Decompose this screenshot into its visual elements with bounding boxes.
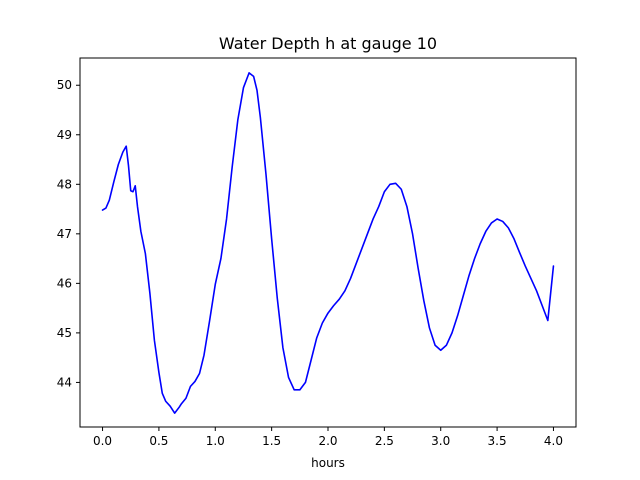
y-tick-label: 46 xyxy=(57,276,72,290)
series-line xyxy=(101,72,555,414)
y-tick-label: 47 xyxy=(57,227,72,241)
y-tick-label: 44 xyxy=(57,375,72,389)
y-tick-label: 50 xyxy=(57,78,72,92)
x-tick-label: 4.0 xyxy=(544,434,563,448)
y-tick-label: 49 xyxy=(57,128,72,142)
x-tick-label: 3.5 xyxy=(488,434,507,448)
x-tick-label: 1.0 xyxy=(206,434,225,448)
y-tick-label: 48 xyxy=(57,177,72,191)
x-tick-label: 0.5 xyxy=(149,434,168,448)
plot-area xyxy=(101,72,555,414)
chart-title: Water Depth h at gauge 10 xyxy=(219,34,437,53)
x-axis: 0.0 0.5 1.0 1.5 2.0 2.5 3.0 3.5 4.0 xyxy=(93,427,563,448)
x-tick-label: 2.5 xyxy=(375,434,394,448)
x-tick-label: 0.0 xyxy=(93,434,112,448)
x-axis-label: hours xyxy=(311,456,345,470)
x-tick-label: 3.0 xyxy=(431,434,450,448)
x-tick-label: 2.0 xyxy=(318,434,337,448)
x-tick-label: 1.5 xyxy=(262,434,281,448)
y-axis: 44 45 46 47 48 49 50 xyxy=(57,78,80,389)
y-tick-label: 45 xyxy=(57,326,72,340)
